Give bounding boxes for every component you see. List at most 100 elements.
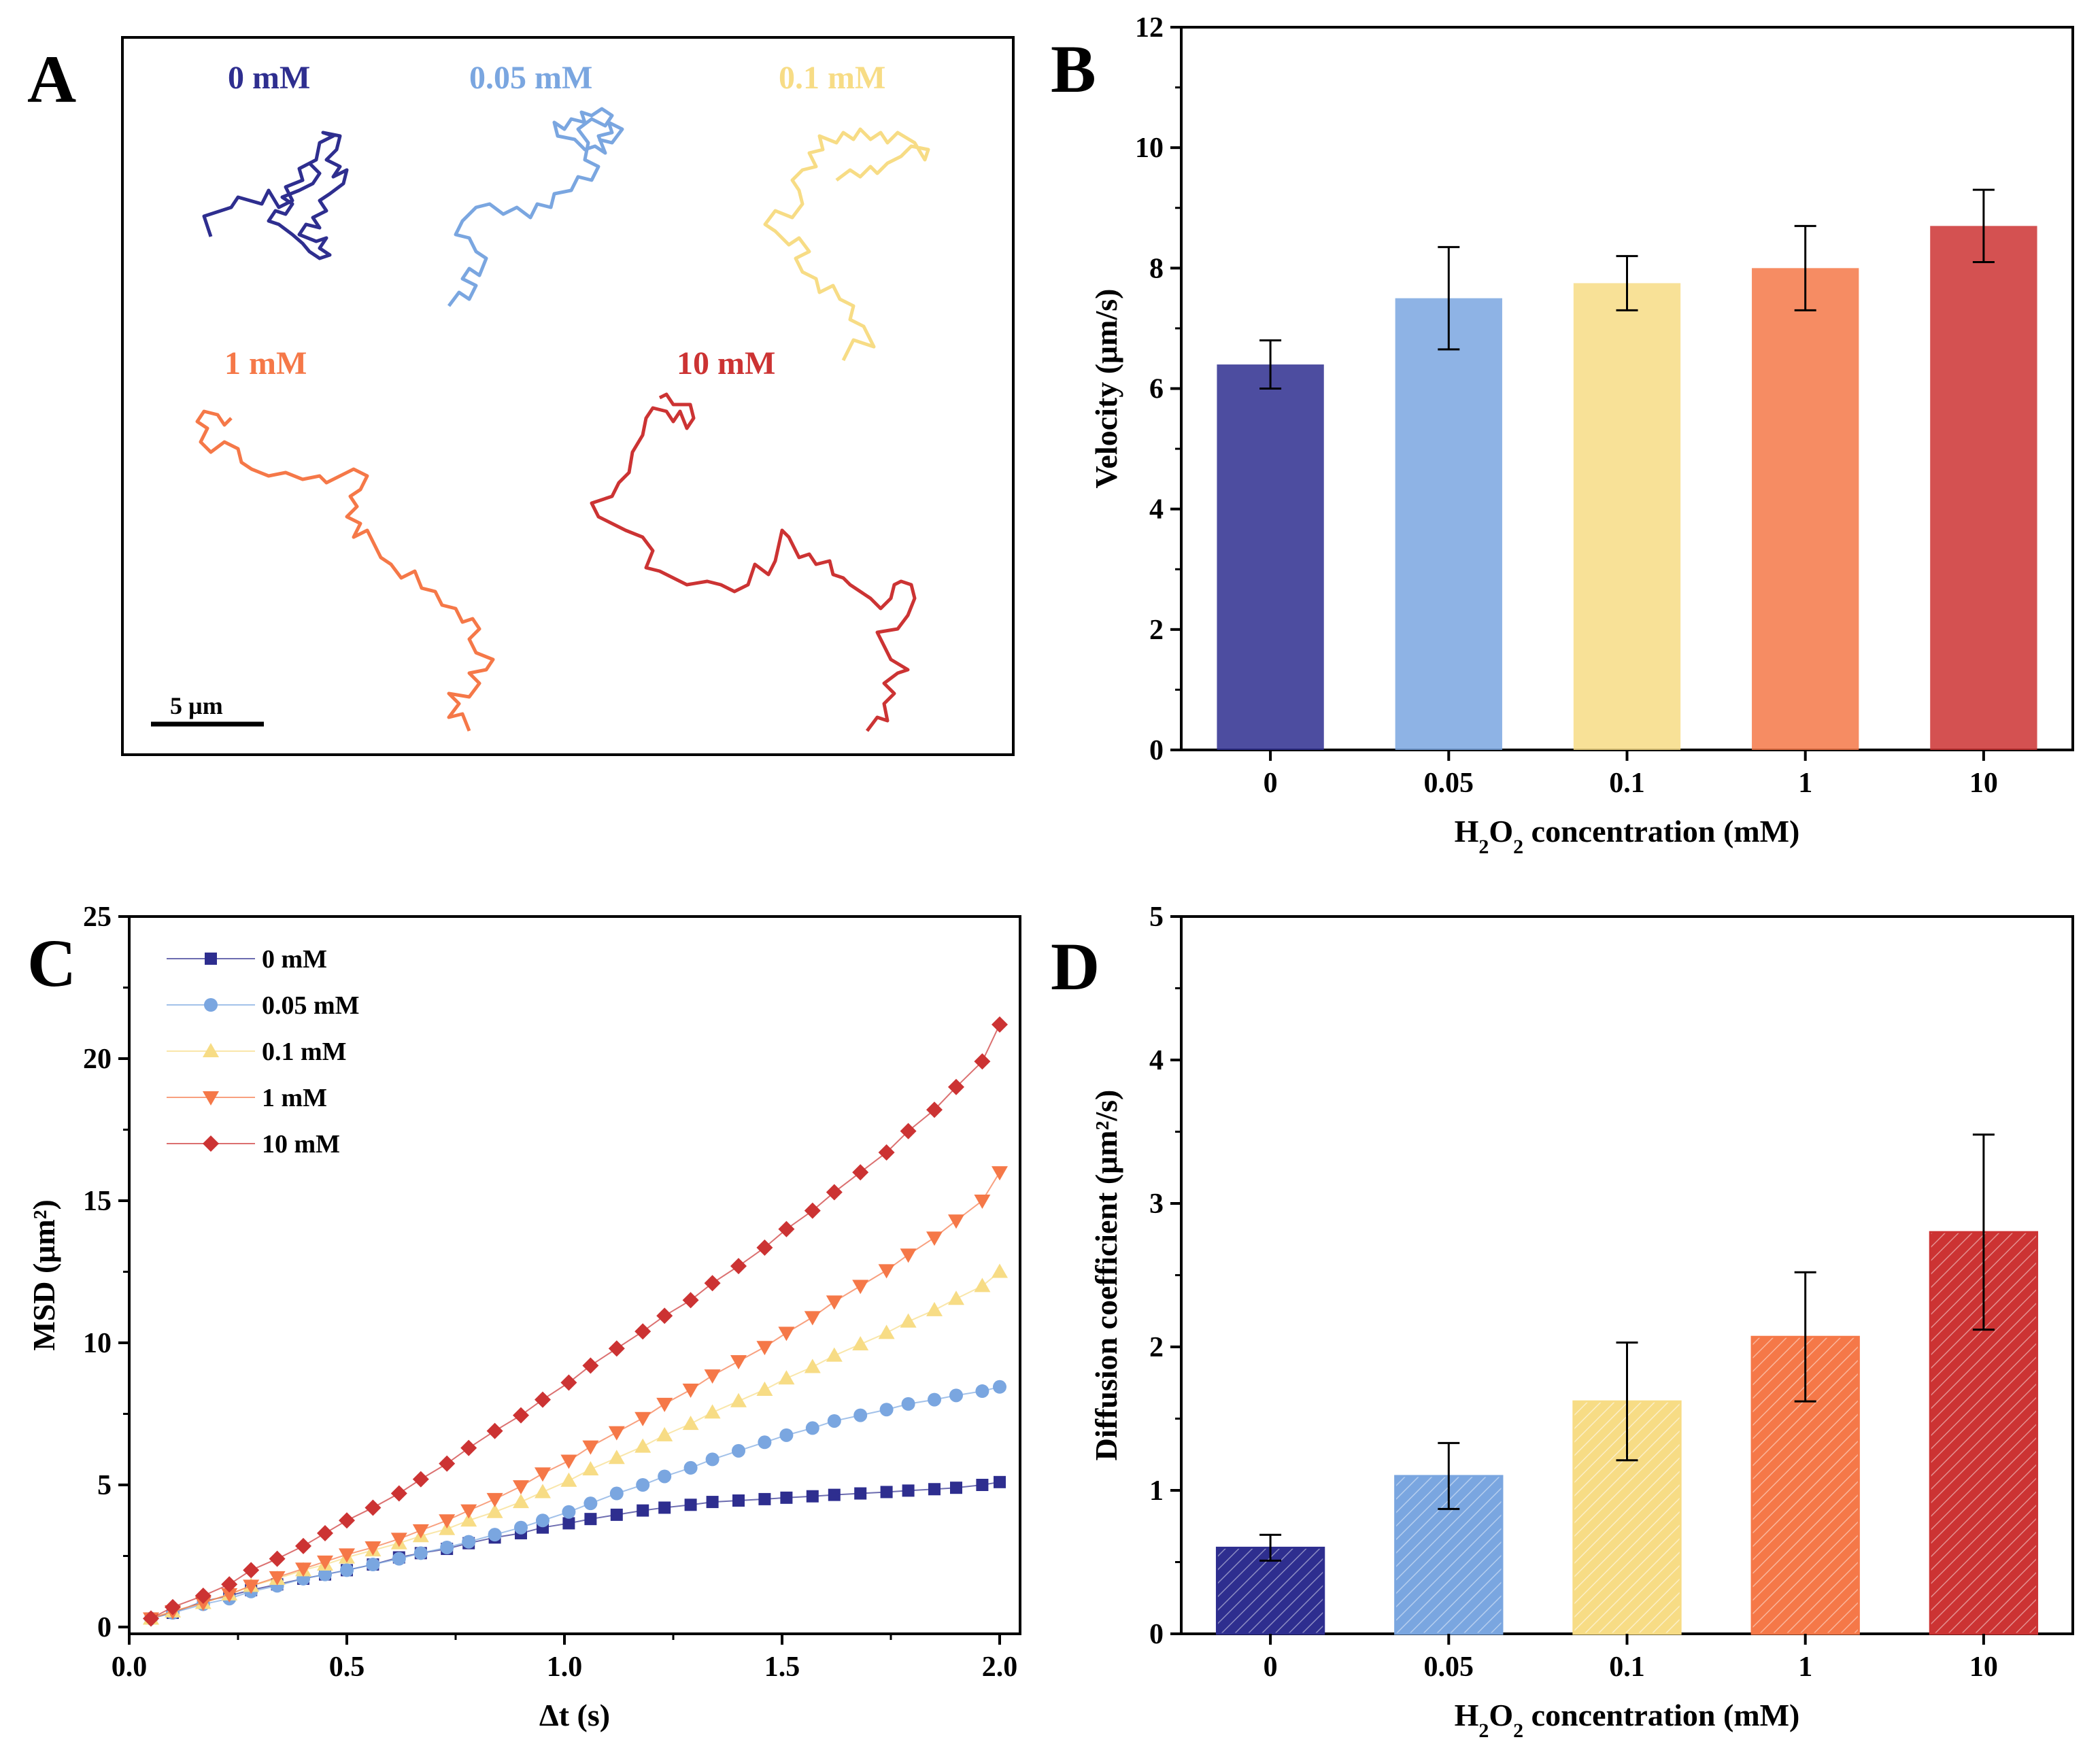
series-0-mM <box>145 1475 1006 1625</box>
data-point <box>584 1513 597 1526</box>
x-tick-label: 10 <box>1969 1651 1998 1683</box>
legend: 0 mM 0.05 mM 0.1 mM 1 mM 10 mM <box>167 945 360 1159</box>
data-point <box>804 1202 821 1219</box>
label-part: concentration (mM) <box>1523 814 1799 849</box>
data-point <box>637 1504 649 1517</box>
y-tick-label: 12 <box>1135 12 1164 44</box>
data-point <box>758 1435 772 1450</box>
data-point <box>928 1392 941 1407</box>
x-tick-label: 1 <box>1798 768 1812 799</box>
data-point <box>852 1280 869 1295</box>
legend-marker <box>205 953 217 965</box>
series-10-mM <box>143 1016 1008 1627</box>
data-point <box>413 1546 428 1560</box>
data-point <box>656 1426 673 1441</box>
x-tick-label: 0.5 <box>329 1651 365 1683</box>
data-point <box>804 1358 821 1373</box>
data-point <box>656 1307 673 1324</box>
data-point <box>560 1374 577 1391</box>
data-point <box>608 1426 625 1441</box>
data-point <box>562 1505 576 1519</box>
data-point <box>926 1301 943 1316</box>
data-point <box>900 1313 917 1328</box>
data-point <box>318 1567 332 1581</box>
y-tick-label: 4 <box>1149 494 1164 526</box>
x-tick-label: 1.5 <box>764 1651 800 1683</box>
data-point <box>852 1336 869 1351</box>
data-point <box>756 1381 773 1396</box>
y-tick-label: 3 <box>1149 1188 1164 1220</box>
y-tick-label: 10 <box>83 1328 112 1359</box>
data-point <box>926 1101 943 1118</box>
data-point <box>339 1548 355 1563</box>
x-tick-label: 0.1 <box>1609 1651 1645 1683</box>
legend-label: 0.05 mM <box>262 991 360 1020</box>
data-point <box>488 1528 502 1542</box>
y-tick-label: 2 <box>1149 1332 1164 1363</box>
data-point <box>562 1517 575 1530</box>
series-line <box>150 1271 1000 1620</box>
data-point <box>460 1504 477 1519</box>
x-axis-label: H2O2 concentration (mM) <box>1455 1698 1800 1742</box>
data-point <box>900 1123 917 1140</box>
trajectory-label-1mM: 1 mM <box>224 345 307 381</box>
data-point <box>194 1588 211 1605</box>
data-point <box>658 1469 672 1484</box>
data-point <box>928 1483 941 1496</box>
data-point <box>758 1492 771 1505</box>
data-point <box>778 1220 795 1237</box>
bar-10 <box>1930 226 2037 750</box>
legend-marker <box>204 998 218 1012</box>
series-0.05-mM <box>144 1380 1006 1626</box>
data-point <box>976 1479 989 1491</box>
data-point <box>439 1514 456 1529</box>
y-axis-label: MSD (μm²) <box>27 1199 61 1351</box>
data-point <box>974 1053 991 1070</box>
data-point <box>704 1275 721 1292</box>
panel-label-c: C <box>27 925 76 1001</box>
data-point <box>804 1311 821 1326</box>
x-tick-label: 0 <box>1264 1651 1278 1683</box>
series-line <box>150 1024 1000 1620</box>
data-point <box>536 1513 549 1528</box>
data-point <box>339 1512 355 1529</box>
data-point <box>486 1503 503 1518</box>
data-point <box>390 1533 407 1547</box>
x-tick-label: 0.0 <box>112 1651 148 1683</box>
y-tick-label: 5 <box>97 1470 112 1501</box>
legend-label: 1 mM <box>262 1084 327 1112</box>
data-point <box>730 1355 747 1370</box>
bar-0.05 <box>1395 298 1502 750</box>
data-point <box>992 1016 1008 1033</box>
data-point <box>513 1480 529 1495</box>
data-point <box>486 1422 503 1439</box>
data-point <box>853 1408 868 1422</box>
data-point <box>805 1421 819 1435</box>
y-tick-label: 15 <box>83 1186 112 1217</box>
data-point <box>583 1496 598 1511</box>
y-tick-label: 6 <box>1149 374 1164 405</box>
subscript: 2 <box>1513 836 1523 858</box>
trajectory-01mM <box>763 127 930 362</box>
data-point <box>732 1494 745 1507</box>
legend-label: 0.1 mM <box>262 1038 347 1066</box>
data-point <box>221 1588 238 1603</box>
trajectory-label-005mM: 0.05 mM <box>469 60 592 96</box>
data-point <box>439 1455 456 1472</box>
data-point <box>826 1295 843 1310</box>
data-point <box>295 1562 311 1577</box>
data-point <box>582 1440 599 1455</box>
data-point <box>926 1231 943 1246</box>
data-point <box>560 1472 577 1487</box>
msd-chart: 0 5 10 15 20 25 0.0 0.5 1.0 1.5 2.0 Δt (s) MSD (μm²)… <box>27 902 1021 1732</box>
data-point <box>610 1508 623 1521</box>
bar-1 <box>1752 268 1859 750</box>
data-point <box>365 1499 382 1516</box>
y-axis-label: Diffusion coefficient (μm²/s) <box>1089 1090 1123 1461</box>
data-point <box>682 1383 699 1398</box>
y-tick-label: 8 <box>1149 253 1164 284</box>
data-point <box>732 1443 745 1458</box>
data-point <box>243 1562 260 1579</box>
subscript: 2 <box>1478 1719 1489 1742</box>
data-point <box>658 1501 671 1514</box>
